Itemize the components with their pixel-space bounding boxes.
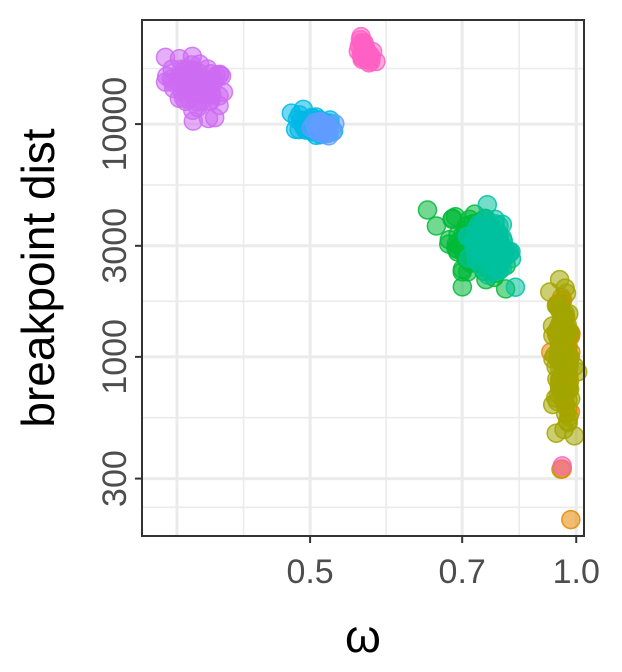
scatter-point [567,362,588,382]
y-tick-label: 3000 [96,208,134,284]
scatter-point [173,88,194,108]
scatter-point [417,200,438,220]
scatter-point [492,247,513,268]
scatter-point [564,426,585,446]
x-axis-title: ω [345,610,381,662]
x-tick-label: 0.7 [439,553,486,591]
scatter-point [360,49,380,70]
x-tick-label: 1.0 [553,553,600,591]
y-tick-label: 1000 [96,319,134,395]
points [155,26,588,530]
y-axis-title: breakpoint dist [12,128,64,427]
scatter-point [314,121,335,141]
scatter-point [176,61,196,81]
plot-panel-border [141,19,585,537]
x-tick-label: 0.5 [286,553,333,591]
grid [142,20,584,536]
scatter-point [192,74,212,95]
scatter-point [505,277,526,297]
scatter-point [552,456,572,476]
scatter-point [350,29,371,50]
scatter-point [546,423,566,443]
scatter-point [550,330,571,351]
scatter-point [559,379,579,400]
scatter-point [452,277,473,297]
scatter-point [188,97,208,118]
y-tick-label: 10000 [96,77,134,172]
axis-ticks [135,123,578,543]
scatter-point [561,509,581,530]
scatter-point [549,299,569,320]
scatter-point [213,82,234,102]
scatter-point [472,219,492,240]
scatter-point [477,195,498,215]
scatter-point [443,208,463,229]
scatter-point [549,269,570,290]
tick-labels: 0.5 0.7 1.0 300 1000 3000 10000 [96,77,600,591]
scatter-point [155,47,176,68]
y-tick-label: 300 [96,450,134,507]
scatter-point [426,216,447,236]
